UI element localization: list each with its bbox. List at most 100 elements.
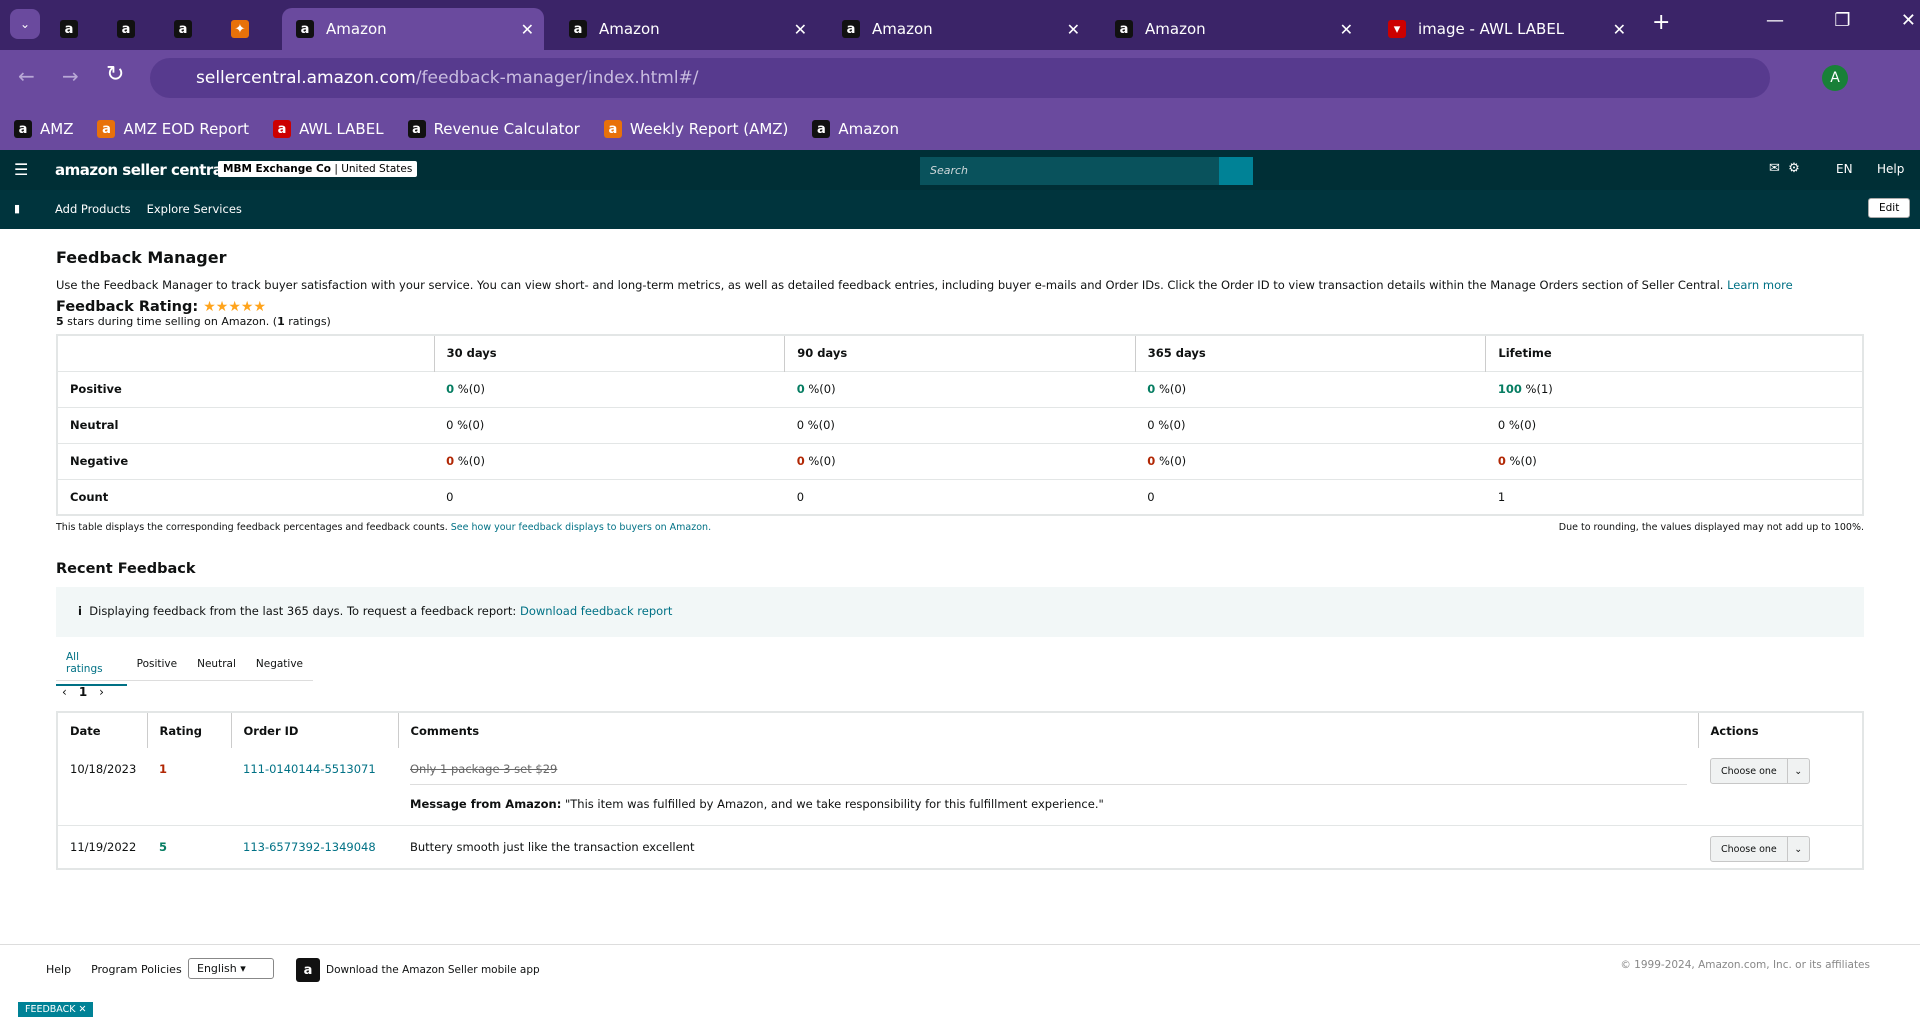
- bookmark-icon: a: [97, 120, 116, 138]
- tab-close[interactable]: ✕: [520, 19, 534, 39]
- nav-link[interactable]: Add Products: [55, 202, 131, 216]
- bookmark-icon[interactable]: ▮: [14, 202, 21, 215]
- bookmark[interactable]: a Revenue Calculator: [407, 120, 580, 138]
- cell-value: 0: [796, 382, 805, 396]
- nav-link[interactable]: Explore Services: [146, 202, 242, 216]
- amazon-message: Message from Amazon: "This item was fulf…: [410, 797, 1697, 811]
- page-number[interactable]: 1: [78, 685, 88, 699]
- back[interactable]: ←: [18, 64, 35, 88]
- bookmark[interactable]: a Amazon: [812, 120, 899, 138]
- dropdown-arrow: ⌄: [1786, 837, 1809, 861]
- search-box[interactable]: Search: [920, 157, 1253, 185]
- order-id[interactable]: 113-6577392-1349048: [243, 840, 376, 854]
- bookmark[interactable]: a Weekly Report (AMZ): [603, 120, 788, 138]
- edit-button[interactable]: Edit: [1868, 198, 1911, 218]
- summary-table: 30 days 90 days 365 days Lifetime Positive 0 …: [56, 334, 1864, 516]
- tab-title: Amazon: [1145, 20, 1206, 38]
- info-link[interactable]: Download feedback report: [519, 604, 673, 618]
- tab[interactable]: a Amazon ✕: [282, 8, 544, 50]
- bookmark[interactable]: a AWL LABEL: [273, 120, 384, 138]
- note-link[interactable]: See how your feedback displays to buyers…: [450, 522, 712, 533]
- summary-cell: 0 %(0): [434, 370, 785, 407]
- pinned-tab[interactable]: a: [174, 8, 214, 50]
- url-field[interactable]: sellercentral.amazon.com/feedback-manage…: [150, 58, 1770, 98]
- cell-suffix: %(0): [457, 454, 485, 468]
- logo[interactable]: amazon seller central: [55, 161, 228, 179]
- tab-close[interactable]: ✕: [1612, 19, 1626, 39]
- bookmark[interactable]: a AMZ EOD Report: [97, 120, 249, 138]
- column-label: 365 days: [1147, 346, 1206, 361]
- profile[interactable]: A: [1822, 65, 1848, 91]
- column-header: Order ID: [230, 712, 398, 748]
- new-tab[interactable]: +: [1652, 10, 1671, 35]
- info-text: Displaying feedback from the last 365 da…: [89, 604, 517, 618]
- footer-link[interactable]: Help: [46, 963, 72, 976]
- row-label-text: Neutral: [70, 418, 119, 432]
- cell-value: 0: [1147, 489, 1155, 504]
- filter-tab[interactable]: All ratings: [56, 642, 127, 686]
- row-label-text: Count: [70, 489, 109, 504]
- tab-close[interactable]: ✕: [793, 19, 807, 39]
- order-id[interactable]: 111-0140144-5513071: [243, 762, 376, 776]
- tab-close[interactable]: ✕: [1066, 19, 1080, 39]
- cell-value: 0: [446, 382, 455, 396]
- feedback-button[interactable]: FEEDBACK ✕: [18, 1002, 94, 1017]
- cell-value: 0: [1497, 454, 1506, 468]
- bookmark-label: AWL LABEL: [299, 120, 384, 138]
- table-notes: This table displays the corresponding fe…: [56, 522, 1864, 533]
- tab[interactable]: ▾ image - AWL LABEL ✕: [1374, 8, 1636, 50]
- prev[interactable]: ‹: [62, 685, 67, 699]
- row-label: Positive: [57, 370, 435, 407]
- icons[interactable]: ✉ ⚙: [1769, 161, 1800, 176]
- pinned-tab[interactable]: a: [60, 8, 100, 50]
- tab[interactable]: a Amazon ✕: [1101, 8, 1363, 50]
- header-cell: 30 days: [433, 335, 785, 371]
- summary-row: Positive 0 %(0) 0 %(0) 0 %(0) 100 %(1): [57, 370, 1863, 407]
- column-label: 90 days: [797, 346, 848, 361]
- cell-suffix: %(0): [808, 454, 836, 468]
- tab-close[interactable]: ✕: [1339, 19, 1353, 39]
- tab-icon: ✦: [231, 20, 249, 38]
- rating-label: Feedback Rating:: [56, 299, 199, 315]
- summary-cell: 0 %(0): [434, 442, 785, 479]
- filter-tab[interactable]: Positive: [136, 657, 178, 670]
- action-select[interactable]: Choose one ⌄: [1710, 836, 1810, 862]
- tab[interactable]: a Amazon ✕: [555, 8, 817, 50]
- filter-tab[interactable]: Negative: [255, 657, 303, 670]
- language-select[interactable]: English ▾: [188, 958, 274, 979]
- pinned-tab[interactable]: ✦: [231, 8, 271, 50]
- account-switcher[interactable]: MBM Exchange Co | United States: [218, 161, 418, 177]
- cell-value: 0: [1497, 418, 1506, 432]
- tab[interactable]: a Amazon ✕: [828, 8, 1090, 50]
- description: Use the Feedback Manager to track buyer …: [56, 277, 1864, 293]
- window-controls[interactable]: — ❐ ✕: [1766, 10, 1916, 31]
- column-header: Date: [70, 723, 101, 738]
- learn-more[interactable]: Learn more: [1727, 278, 1793, 292]
- forward[interactable]: →: [62, 64, 79, 88]
- help[interactable]: Help: [1877, 162, 1905, 176]
- action-select[interactable]: Choose one ⌄: [1710, 758, 1810, 784]
- message-label: Message from Amazon:: [410, 797, 562, 811]
- cell-suffix: %(0): [1158, 382, 1187, 396]
- content: Feedback Manager Use the Feedback Manage…: [56, 245, 1864, 870]
- app-download[interactable]: a Download the Amazon Seller mobile app: [296, 958, 540, 982]
- filter-tab[interactable]: Neutral: [197, 657, 236, 670]
- footer-link[interactable]: Program Policies: [91, 963, 182, 976]
- cell-value: 0: [796, 454, 805, 468]
- language[interactable]: EN: [1836, 162, 1853, 176]
- tab-search[interactable]: ⌄: [10, 9, 40, 39]
- cell-suffix: %(0): [807, 418, 835, 432]
- pinned-tab[interactable]: a: [117, 8, 157, 50]
- next[interactable]: ›: [99, 685, 104, 699]
- menu[interactable]: ☰: [14, 160, 29, 179]
- reload[interactable]: ↻: [106, 62, 125, 87]
- header-cell: [57, 335, 434, 371]
- search-button[interactable]: [1219, 157, 1253, 185]
- cell-value: 1: [1497, 489, 1506, 504]
- bookmark[interactable]: a AMZ: [14, 120, 73, 138]
- column-header: Actions: [1697, 712, 1863, 748]
- search-placeholder: Search: [930, 164, 969, 177]
- summary-text: ratings): [284, 315, 331, 328]
- header-cell: 90 days: [784, 335, 1136, 371]
